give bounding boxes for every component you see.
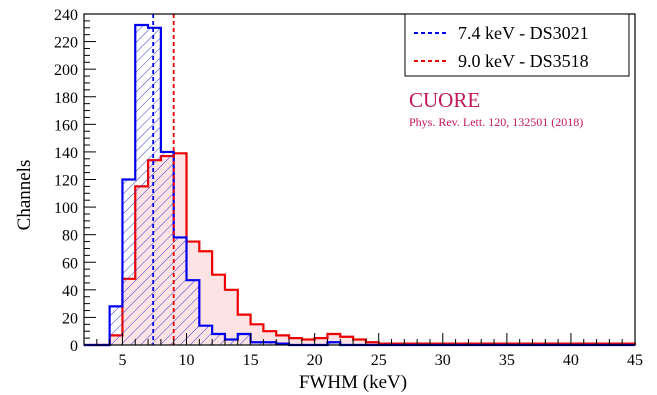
y-tick-label: 180	[54, 90, 78, 107]
marker-layer	[152, 14, 175, 345]
series-1-bin	[174, 237, 187, 345]
y-tick-label: 20	[62, 310, 78, 327]
y-tick-label: 140	[54, 145, 78, 162]
series-1-bin	[148, 28, 161, 345]
series-1-fill	[84, 25, 635, 346]
y-tick-label: 120	[54, 173, 78, 190]
series-1-bin	[161, 152, 174, 345]
legend-label-series-2: 9.0 keV - DS3518	[458, 51, 589, 71]
x-tick-label: 15	[243, 352, 259, 369]
x-axis-label: FWHM (keV)	[299, 372, 407, 393]
series-2-bin	[225, 290, 238, 345]
x-tick-label: 25	[371, 352, 387, 369]
y-tick-label: 100	[54, 200, 78, 217]
cuore-title: CUORE	[409, 88, 480, 112]
legend-label-series-1: 7.4 keV - DS3021	[458, 23, 589, 43]
y-tick-label: 220	[54, 35, 78, 52]
series-1-bin	[135, 25, 148, 345]
series-1-bin	[238, 334, 251, 345]
y-axis-label: Channels	[14, 160, 35, 231]
series-2-fill	[84, 153, 635, 345]
y-tick-label: 240	[54, 7, 78, 24]
x-tick-label: 5	[118, 352, 126, 369]
legend: 7.4 keV - DS3021 9.0 keV - DS3518	[404, 13, 630, 77]
x-tick-label: 45	[627, 352, 643, 369]
series-2-bin	[340, 337, 353, 345]
citation-text: Phys. Rev. Lett. 120, 132501 (2018)	[409, 115, 583, 129]
y-tick-label: 0	[70, 338, 78, 355]
legend-box	[404, 13, 630, 77]
series-1-bin	[122, 180, 135, 346]
y-tick-label: 80	[62, 228, 78, 245]
x-tick-label: 20	[307, 352, 323, 369]
series-1-bin	[110, 306, 123, 345]
x-tick-label: 10	[179, 352, 195, 369]
x-tick-label: 30	[435, 352, 451, 369]
series-1-bin	[212, 334, 225, 345]
y-tick-label: 200	[54, 62, 78, 79]
axes-layer: 5 10 15 20 25 30 35 40 45 0 20 40 60 80 100 120 140 160 18…	[54, 7, 643, 369]
x-tick-label: 40	[563, 352, 579, 369]
series-1-bin	[187, 280, 200, 345]
y-tick-label: 40	[62, 283, 78, 300]
series-1-bin	[225, 339, 238, 345]
series-1-bin	[199, 326, 212, 345]
x-tick-label: 35	[499, 352, 515, 369]
y-tick-label: 160	[54, 117, 78, 134]
y-tick-label: 60	[62, 255, 78, 272]
